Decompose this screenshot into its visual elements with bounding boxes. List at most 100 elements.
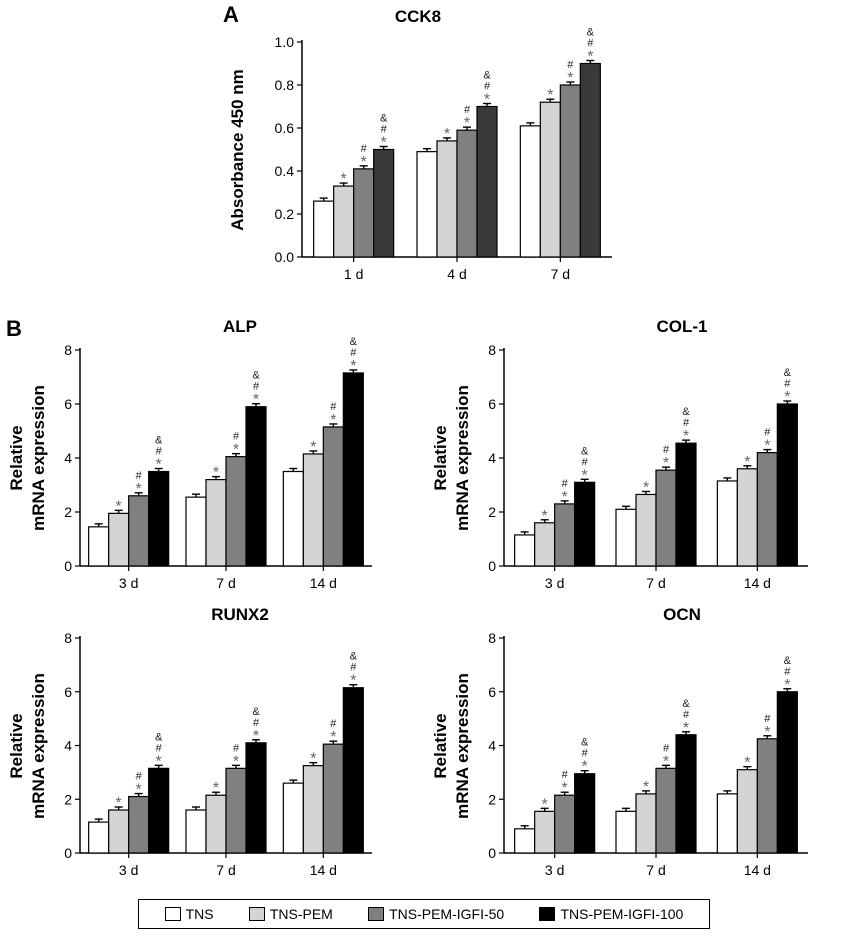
ocn-significance-mark: *	[663, 753, 669, 770]
runx2-significance-mark: *	[116, 795, 122, 812]
col-1-ylabel-line-2: mRNA expression	[453, 385, 472, 531]
runx2-significance-mark: #	[233, 742, 240, 754]
cck8-bar-tns-1-d	[313, 200, 335, 258]
cck8-significance-mark: #	[484, 81, 491, 93]
runx2-significance-mark: *	[136, 782, 142, 799]
alp-bar-tns-pem-igfi-50-14-d	[322, 426, 344, 567]
col-1-significance-mark: #	[562, 478, 569, 490]
col-1-significance-mark: &	[784, 367, 792, 379]
col-1-significance-mark: *	[683, 428, 689, 445]
ocn-bar-tns-pem-3-d	[534, 810, 556, 854]
runx2-ytick-label: 0	[64, 845, 72, 861]
runx2-xtick-label: 7 d	[216, 862, 235, 878]
alp-significance-mark: *	[213, 465, 219, 482]
legend-item-tns: TNS	[164, 906, 214, 922]
runx2-significance-mark: #	[350, 662, 357, 674]
alp-significance-mark: #	[253, 381, 260, 393]
cck8-bar-tns-pem-7-d	[539, 101, 561, 258]
alp-bar-tns-pem-igfi-50-7-d	[225, 456, 247, 567]
cck8-bar-tns-pem-1-d	[333, 185, 355, 258]
col-1-xtick-label: 14 d	[744, 575, 771, 591]
alp-significance-mark: #	[233, 431, 240, 443]
ocn-significance-mark: *	[683, 720, 689, 737]
col-1-bar-tns-pem-14-d	[736, 468, 758, 567]
cck8-significance-mark: #	[587, 38, 594, 50]
ocn-bar-tns-pem-igfi-50-7-d	[655, 767, 677, 854]
alp-ytick-label: 8	[64, 342, 72, 358]
cck8-significance-mark: &	[483, 70, 491, 82]
col-1-significance-mark: &	[682, 406, 690, 418]
ocn-significance-mark: &	[784, 655, 792, 667]
ocn-bar-tns-pem-igfi-50-14-d	[756, 738, 778, 854]
ocn-significance-mark: *	[784, 677, 790, 694]
runx2-significance-mark: *	[156, 753, 162, 770]
runx2-significance-mark: *	[350, 673, 356, 690]
alp-bar-tns-pem-igfi-100-14-d	[342, 372, 364, 567]
ocn-significance-mark: #	[663, 742, 670, 754]
panel-letter-b: B	[6, 316, 22, 341]
alp-significance-mark: &	[155, 435, 163, 447]
cck8-significance-mark: *	[567, 70, 573, 87]
ocn-significance-mark: #	[764, 713, 771, 725]
legend-swatch-tns	[164, 907, 181, 921]
col-1-bar-tns-7-d	[615, 508, 637, 567]
col-1-significance-mark: *	[744, 454, 750, 471]
cck8-significance-mark: *	[341, 171, 347, 188]
col-1-bar-tns-pem-igfi-50-7-d	[655, 469, 677, 567]
legend-item-igfi-100: TNS-PEM-IGFI-100	[539, 906, 683, 922]
cck8-significance-mark: #	[381, 124, 388, 136]
alp-xtick-label: 7 d	[216, 575, 235, 591]
runx2-bar-tns-pem-3-d	[108, 809, 130, 854]
legend: TNS TNS-PEM TNS-PEM-IGFI-50 TNS-PEM-IGFI…	[138, 899, 710, 929]
alp-significance-mark: *	[136, 481, 142, 498]
runx2-ylabel-line-2: mRNA expression	[29, 673, 48, 819]
cck8-bar-tns-pem-igfi-50-1-d	[353, 168, 375, 258]
cck8-ytick-label: 0.6	[275, 120, 295, 136]
legend-label-tns: TNS	[185, 906, 214, 922]
alp-significance-mark: *	[116, 498, 122, 515]
legend-swatch-igfi-50	[368, 907, 385, 921]
ocn-xtick-label: 14 d	[744, 862, 771, 878]
cck8-xtick-label: 4 d	[447, 266, 466, 282]
ocn-significance-mark: #	[562, 769, 569, 781]
cck8-bar-tns-pem-4-d	[436, 140, 458, 258]
cck8-xtick-label: 7 d	[551, 266, 570, 282]
col-1-bar-tns-pem-igfi-100-7-d	[675, 442, 697, 567]
ocn-ytick-label: 4	[488, 738, 496, 754]
col-1-significance-mark: #	[784, 378, 791, 390]
runx2-ytick-label: 6	[64, 684, 72, 700]
ocn-significance-mark: *	[562, 780, 568, 797]
col-1-significance-mark: #	[663, 444, 670, 456]
legend-swatch-igfi-100	[539, 907, 556, 921]
col-1-title: COL-1	[657, 317, 708, 336]
cck8-significance-mark: *	[361, 154, 367, 171]
runx2-ytick-label: 2	[64, 791, 72, 807]
alp-significance-mark: *	[156, 457, 162, 474]
cck8-significance-mark: *	[587, 49, 593, 66]
col-1-ytick-label: 4	[488, 450, 496, 466]
legend-item-tns-pem: TNS-PEM	[248, 906, 333, 922]
ocn-significance-mark: *	[744, 755, 750, 772]
runx2-bar-tns-14-d	[282, 782, 304, 854]
col-1-bar-tns-pem-7-d	[635, 493, 657, 567]
cck8-bar-tns-4-d	[416, 151, 438, 258]
cck8-significance-mark: #	[464, 104, 471, 116]
alp-bar-tns-pem-igfi-100-3-d	[148, 470, 170, 567]
runx2-ytick-label: 4	[64, 738, 72, 754]
panel-letter-a: A	[223, 2, 239, 27]
alp-bar-tns-3-d	[88, 526, 110, 567]
runx2-significance-mark: &	[155, 731, 163, 743]
col-1-bar-tns-pem-igfi-50-14-d	[756, 452, 778, 567]
runx2-significance-mark: &	[350, 651, 358, 663]
cck8-ytick-label: 1.0	[275, 34, 295, 50]
runx2-bar-tns-pem-igfi-100-7-d	[245, 742, 267, 854]
col-1-significance-mark: *	[582, 467, 588, 484]
cck8-significance-mark: *	[464, 115, 470, 132]
ocn-bar-tns-pem-igfi-100-14-d	[776, 691, 798, 854]
runx2-xtick-label: 3 d	[119, 862, 138, 878]
alp-ytick-label: 0	[64, 558, 72, 574]
ocn-ytick-label: 2	[488, 791, 496, 807]
col-1-significance-mark: #	[582, 456, 589, 468]
ocn-significance-mark: *	[582, 759, 588, 776]
cck8-significance-mark: *	[484, 92, 490, 109]
